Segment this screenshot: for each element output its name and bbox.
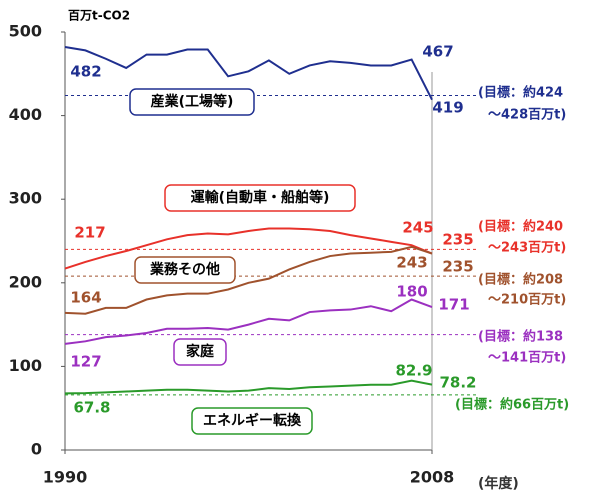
- series-line: [64, 379, 433, 395]
- data-label: 235: [442, 231, 473, 249]
- y-tick-label: 0: [31, 440, 42, 459]
- series-name: エネルギー転換: [203, 412, 302, 429]
- target-note: (目標：約66百万t): [455, 397, 569, 413]
- data-label: 217: [74, 224, 105, 242]
- name-box: [173, 338, 227, 366]
- data-label: 82.9: [395, 362, 432, 380]
- series-line: [64, 298, 433, 345]
- data-label: 243: [396, 254, 427, 272]
- target-note: ～210百万t): [488, 293, 566, 308]
- y-tick-label: 500: [9, 22, 42, 41]
- x-tick-label: 2008: [410, 468, 455, 487]
- x-unit-label: (年度): [478, 475, 519, 492]
- series-name: 家庭: [186, 343, 215, 360]
- target-note: (目標：約240: [478, 219, 563, 235]
- x-tick-label: 1990: [43, 468, 88, 487]
- name-box: [134, 256, 236, 284]
- data-label: 467: [422, 43, 453, 61]
- name-box: [191, 407, 313, 435]
- data-label: 171: [438, 296, 469, 314]
- data-label: 180: [396, 283, 427, 301]
- data-label: 67.8: [73, 399, 110, 417]
- series-line: [64, 245, 433, 315]
- series-name: 産業(工場等): [151, 93, 234, 110]
- series-line: [64, 46, 433, 101]
- name-box: [129, 88, 255, 116]
- y-tick-label: 200: [9, 272, 42, 291]
- data-label: 127: [70, 353, 101, 371]
- series-line: [64, 227, 433, 270]
- series-name: 運輸(自動車・船舶等): [191, 189, 330, 206]
- target-note: ～428百万t): [488, 108, 566, 123]
- y-tick-label: 400: [9, 105, 42, 124]
- data-label: 245: [402, 219, 433, 237]
- name-box: [164, 184, 356, 212]
- data-label: 164: [70, 289, 101, 307]
- y-tick-label: 100: [9, 356, 42, 375]
- data-label: 235: [442, 258, 473, 276]
- target-note: (目標：約424: [478, 85, 563, 101]
- target-note: ～141百万t): [488, 351, 566, 366]
- target-note: (目標：約208: [478, 272, 563, 288]
- target-note: ～243百万t): [488, 241, 566, 256]
- y-tick-label: 300: [9, 189, 42, 208]
- series-name: 業務その他: [149, 261, 220, 278]
- unit-label: 百万t-CO2: [68, 9, 130, 23]
- data-label: 78.2: [439, 374, 476, 392]
- target-note: (目標：約138: [478, 329, 563, 345]
- data-label: 419: [432, 99, 463, 117]
- data-label: 482: [70, 63, 101, 81]
